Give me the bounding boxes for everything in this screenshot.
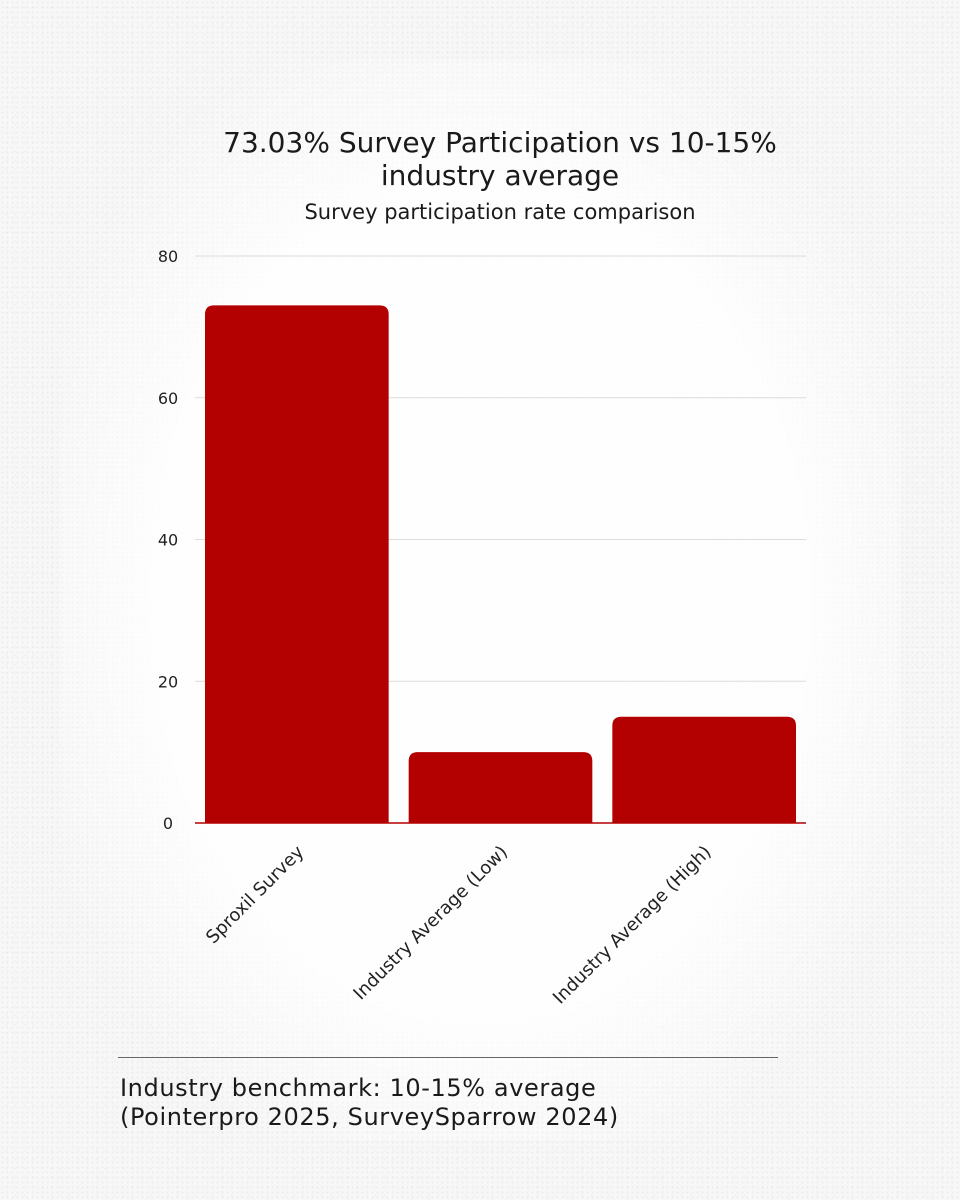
y-tick-label: 60 xyxy=(158,389,178,408)
footer-benchmark: Industry benchmark: 10-15% average xyxy=(120,1074,597,1102)
footer-divider xyxy=(118,1057,778,1058)
bar-1 xyxy=(205,305,389,823)
bar-3 xyxy=(612,716,796,823)
chart-title: 73.03% Survey Participation vs 10-15% in… xyxy=(223,126,777,192)
bar-2 xyxy=(408,752,593,823)
x-tick-label: Industry Average (Low) xyxy=(349,842,512,1005)
y-axis-ticks: 0 20 40 60 80 xyxy=(158,247,178,833)
bars xyxy=(205,305,796,823)
x-tick-label: Sproxil Survey xyxy=(202,841,309,948)
footer-note: Industry benchmark: 10-15% average (Poin… xyxy=(120,1074,880,1132)
y-tick-label: 0 xyxy=(163,814,173,833)
y-tick-label: 40 xyxy=(158,531,178,550)
chart-subtitle: Survey participation rate comparison xyxy=(304,200,696,224)
y-tick-label: 80 xyxy=(158,247,178,266)
y-tick-label: 20 xyxy=(158,672,178,691)
x-axis-labels: Sproxil Survey Industry Average (Low) Indu… xyxy=(202,841,716,1008)
footer-sources: (Pointerpro 2025, SurveySparrow 2024) xyxy=(120,1103,619,1131)
x-tick-label: Industry Average (High) xyxy=(549,842,716,1009)
